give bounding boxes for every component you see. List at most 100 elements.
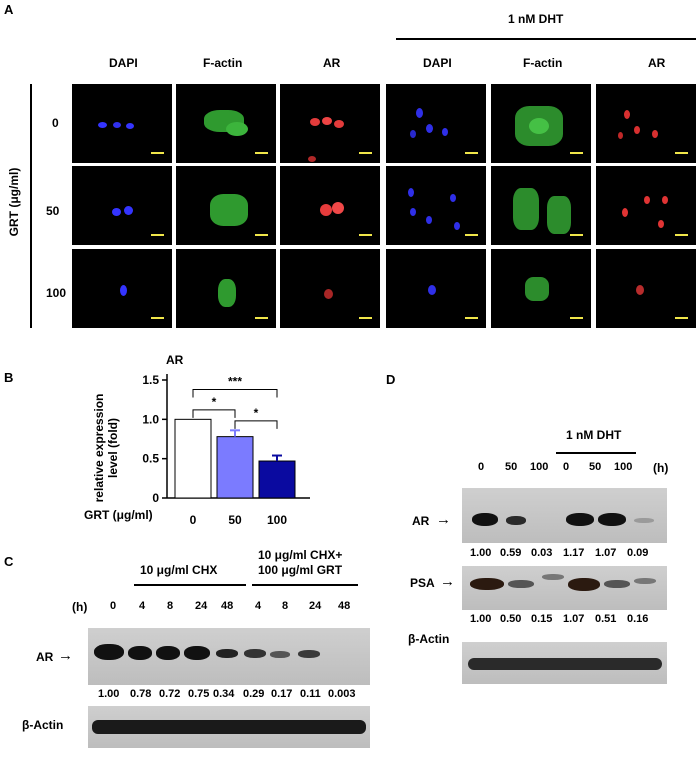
micrograph-0-factin: [176, 84, 276, 163]
row-label-100: 100: [46, 286, 67, 300]
col-label-ar-dht: AR: [648, 56, 666, 70]
time-d-3: 0: [563, 461, 570, 473]
row-label-50: 50: [46, 204, 60, 218]
micrograph-0-dapi-dht: [386, 84, 486, 163]
chx-grt-group-label-2: 100 μg/ml GRT: [258, 563, 343, 577]
psa-value-d-2: 0.15: [531, 613, 553, 625]
sig-bracket-0-50-label: *: [212, 395, 217, 409]
time-c-7: 24: [309, 600, 322, 612]
x-tick-label-0: 0: [190, 513, 197, 527]
time-c-5: 4: [255, 600, 262, 612]
y-axis-title-line1: relative expression: [92, 394, 106, 503]
time-d-5: 100: [614, 461, 633, 473]
panel-a-label: A: [4, 2, 14, 17]
ar-label-d: AR: [412, 514, 430, 528]
psa-value-d-5: 0.16: [627, 613, 649, 625]
time-c-6: 8: [282, 600, 289, 612]
dht-label-d: 1 nM DHT: [566, 428, 622, 442]
col-label-factin: F-actin: [203, 56, 243, 70]
micrograph-100-ar-dht: [596, 249, 696, 328]
ar-label-c: AR: [36, 650, 54, 664]
time-d-0: 0: [478, 461, 485, 473]
psa-label: PSA: [410, 576, 435, 590]
row-axis-line: [30, 84, 32, 328]
actin-label-c: β-Actin: [22, 718, 64, 732]
bar-100: [258, 460, 296, 499]
time-c-4: 48: [221, 600, 234, 612]
sig-bracket-0-50: [192, 409, 236, 418]
micrograph-50-factin: [176, 166, 276, 245]
ar-arrow-c: →: [58, 647, 73, 664]
value-c-1: 0.78: [130, 688, 152, 700]
micrograph-0-ar: [280, 84, 380, 163]
bar-chart: AR relative expression level (fold) 0 0.5…: [92, 353, 310, 527]
micrograph-50-ar-dht: [596, 166, 696, 245]
value-c-3: 0.75: [188, 688, 210, 700]
chx-grt-group-bracket: [252, 584, 358, 586]
psa-arrow: →: [440, 573, 455, 590]
psa-value-d-1: 0.50: [500, 613, 522, 625]
time-c-8: 48: [338, 600, 351, 612]
actin-label-d: β-Actin: [408, 632, 450, 646]
sig-bracket-0-100-label: ***: [228, 374, 242, 388]
sig-bracket-50-100: [234, 420, 278, 429]
value-c-6: 0.17: [271, 688, 293, 700]
time-c-3: 24: [195, 600, 208, 612]
col-label-factin-dht: F-actin: [523, 56, 563, 70]
ar-value-d-5: 0.09: [627, 547, 649, 559]
time-c-0: 0: [110, 600, 117, 612]
chx-group-bracket: [134, 584, 246, 586]
ar-value-d-3: 1.17: [563, 547, 585, 559]
row-axis-label: GRT (μg/ml): [7, 167, 21, 237]
sig-bracket-0-100: [192, 388, 278, 398]
time-unit-c: (h): [72, 600, 88, 614]
micrograph-0-ar-dht: [596, 84, 696, 163]
y-tick-label-3: 1.5: [142, 373, 159, 387]
value-c-0: 1.00: [98, 688, 120, 700]
micrograph-100-factin: [176, 249, 276, 328]
panel-b-label: B: [4, 370, 14, 385]
sig-bracket-50-100-label: *: [254, 406, 259, 420]
col-label-ar: AR: [323, 56, 341, 70]
time-d-2: 100: [530, 461, 549, 473]
micrograph-50-ar: [280, 166, 380, 245]
micrograph-100-dapi: [72, 249, 172, 328]
x-tick-label-100: 100: [267, 513, 287, 527]
blot-c-actin: [88, 706, 370, 748]
y-tick-label-2: 1.0: [142, 412, 159, 426]
value-c-8: 0.003: [328, 688, 356, 700]
panel-c-label: C: [4, 554, 14, 569]
micrograph-50-factin-dht: [491, 166, 591, 245]
row-label-0: 0: [52, 116, 59, 130]
blot-d-actin: [462, 642, 667, 684]
micrograph-0-dapi: [72, 84, 172, 163]
micrograph-50-dapi-dht: [386, 166, 486, 245]
bar-50: [216, 436, 254, 499]
ar-arrow-d: →: [436, 511, 451, 528]
time-c-2: 8: [167, 600, 174, 612]
ar-value-d-1: 0.59: [500, 547, 522, 559]
x-tick-label-50: 50: [228, 513, 242, 527]
col-label-dapi: DAPI: [109, 56, 138, 70]
time-d-4: 50: [589, 461, 602, 473]
micrograph-100-ar: [280, 249, 380, 328]
value-c-2: 0.72: [159, 688, 181, 700]
value-c-5: 0.29: [243, 688, 265, 700]
dht-bracket: [396, 38, 696, 40]
time-d-1: 50: [505, 461, 518, 473]
chx-grt-group-label-1: 10 μg/ml CHX+: [258, 548, 343, 562]
y-tick-label-1: 0.5: [142, 452, 159, 466]
micrograph-100-dapi-dht: [386, 249, 486, 328]
time-c-1: 4: [139, 600, 146, 612]
dht-bracket-d: [556, 452, 636, 454]
dht-label: 1 nM DHT: [508, 12, 564, 26]
bar-0: [174, 418, 212, 499]
ar-value-d-2: 0.03: [531, 547, 553, 559]
blot-d-ar: [462, 488, 667, 543]
y-axis-title-line2: level (fold): [106, 418, 120, 478]
blot-d-psa: [462, 566, 667, 610]
value-c-7: 0.11: [300, 688, 321, 700]
psa-value-d-0: 1.00: [470, 613, 492, 625]
psa-value-d-4: 0.51: [595, 613, 617, 625]
value-c-4: 0.34: [213, 688, 235, 700]
